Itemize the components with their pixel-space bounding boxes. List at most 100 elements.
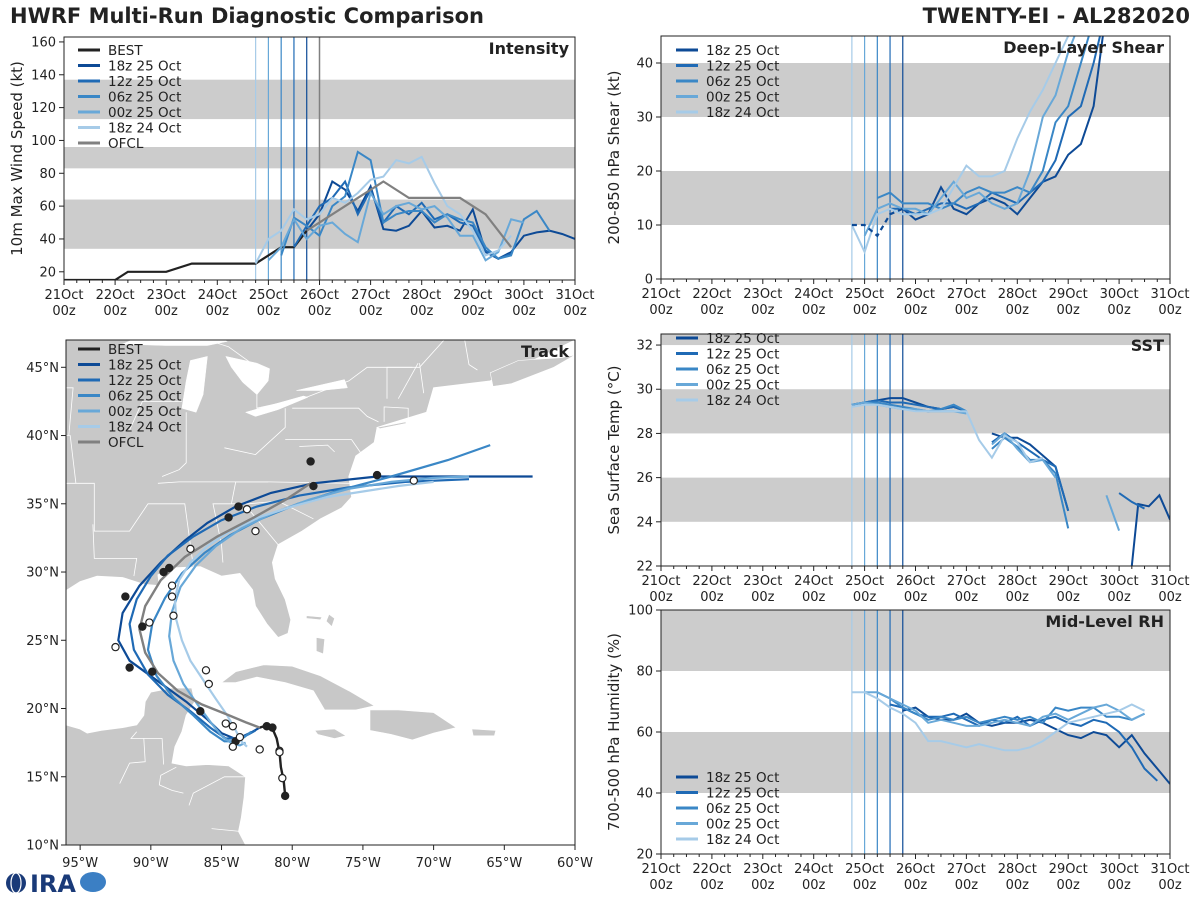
x-tick-label: 23Oct	[743, 574, 782, 589]
x-tick-label: 00z	[1158, 590, 1182, 605]
legend-label: 00z 25 Oct	[706, 817, 779, 833]
y-tick-label: 40	[636, 57, 653, 72]
legend-label: 06z 25 Oct	[108, 90, 181, 106]
y-tick-label: 22	[636, 560, 653, 575]
x-tick-label: 23Oct	[743, 287, 782, 302]
series-group	[851, 397, 1170, 566]
legend-label: 12z 25 Oct	[706, 786, 779, 802]
intensity-panel: 2040608010012014016021Oct00z22Oct00z23Oc…	[8, 35, 595, 319]
y-tick-label: 100	[628, 604, 653, 619]
x-tick-label: 00z	[955, 878, 979, 893]
political-border	[92, 524, 138, 577]
y-axis-label: 200-850 hPa Shear (kt)	[605, 71, 623, 245]
cira-logo: IRA	[6, 870, 106, 898]
x-tick-label: 31Oct	[555, 288, 594, 303]
x-tick-label: 24Oct	[794, 574, 833, 589]
series-line-12z-25-oct	[890, 36, 1102, 216]
x-tick-label: 25Oct	[249, 288, 288, 303]
x-tick-label: 25Oct	[845, 862, 884, 877]
y-tick-label: 160	[31, 35, 56, 50]
panel-title: Intensity	[489, 39, 570, 58]
lon-tick-label: 80°W	[274, 856, 310, 871]
x-tick-label: 00z	[853, 878, 877, 893]
political-border	[188, 776, 246, 806]
x-tick-label: 00z	[155, 304, 179, 319]
x-tick-label: 00z	[853, 303, 877, 318]
x-tick-label: 00z	[904, 878, 928, 893]
x-tick-label: 00z	[359, 304, 383, 319]
x-tick-label: 22Oct	[692, 862, 731, 877]
x-tick-label: 00z	[955, 590, 979, 605]
track-position-marker	[111, 642, 120, 652]
series-line-06z-25-oct	[876, 36, 1090, 210]
track-panel: 95°W 90°W 85°W 80°W 75°W 70°W 65°W 60°W 10°N 15°N…	[26, 339, 593, 871]
x-tick-label: 30Oct	[504, 288, 543, 303]
series-group	[851, 691, 1170, 785]
track-position-marker	[196, 707, 205, 716]
x-tick-label: 00z	[461, 304, 485, 319]
lake	[181, 356, 208, 413]
x-tick-label: 31Oct	[1150, 574, 1189, 589]
series-line-18z-24-oct	[851, 403, 1044, 464]
plot-background	[661, 334, 1170, 566]
x-tick-label: 00z	[1158, 878, 1182, 893]
track-position-marker	[278, 773, 287, 783]
track-position-marker	[224, 513, 233, 522]
track-position-marker	[204, 679, 214, 689]
track-position-marker	[121, 592, 130, 601]
track-position-marker	[228, 742, 238, 751]
legend-label: 00z 25 Oct	[108, 404, 181, 420]
x-tick-label: 00z	[904, 303, 928, 318]
track-position-marker	[262, 722, 271, 731]
shear-panel: 01020304021Oct00z22Oct00z23Oct00z24Oct00…	[605, 35, 1190, 318]
x-tick-label: 00z	[700, 590, 724, 605]
x-tick-label: 24Oct	[198, 288, 237, 303]
x-tick-label: 28Oct	[998, 574, 1037, 589]
x-tick-label: 00z	[1006, 590, 1030, 605]
lon-tick-label: 60°W	[557, 856, 593, 871]
x-tick-label: 27Oct	[947, 287, 986, 302]
x-tick-label: 27Oct	[947, 862, 986, 877]
y-tick-label: 20	[636, 165, 653, 180]
track-position-marker	[169, 611, 178, 620]
x-tick-label: 00z	[853, 590, 877, 605]
political-border	[292, 407, 379, 423]
legend-label: 00z 25 Oct	[706, 90, 779, 106]
x-tick-label: 30Oct	[1100, 574, 1139, 589]
track-position-marker	[159, 567, 168, 577]
legend-label: 06z 25 Oct	[108, 389, 181, 405]
lon-tick-label: 70°W	[416, 856, 452, 871]
x-tick-label: 24Oct	[794, 862, 833, 877]
x-tick-label: 21Oct	[641, 574, 680, 589]
legend-label: 00z 25 Oct	[108, 105, 181, 121]
legend-label: 12z 25 Oct	[706, 347, 779, 363]
series-line-12z-25-oct	[889, 703, 1158, 782]
track-position-marker	[409, 476, 419, 485]
track-position-marker	[251, 526, 260, 536]
series-line-best	[851, 207, 904, 238]
y-tick-label: 140	[31, 68, 56, 83]
lat-tick-label: 45°N	[26, 361, 59, 376]
x-tick-label: 00z	[1107, 303, 1131, 318]
political-border	[66, 387, 74, 436]
sst-panel: 22242628303221Oct00z22Oct00z23Oct00z24Oc…	[605, 331, 1190, 605]
chart-title-left: HWRF Multi-Run Diagnostic Comparison	[10, 4, 485, 28]
x-tick-label: 29Oct	[1049, 287, 1088, 302]
x-tick-label: 00z	[700, 878, 724, 893]
x-tick-label: 21Oct	[44, 288, 83, 303]
political-border	[66, 482, 194, 567]
shaded-band	[661, 477, 1170, 522]
x-tick-label: 28Oct	[998, 862, 1037, 877]
x-tick-label: 00z	[103, 304, 127, 319]
legend-label: 06z 25 Oct	[706, 362, 779, 378]
track-position-marker	[234, 502, 243, 511]
x-tick-label: 27Oct	[351, 288, 390, 303]
series-line-00z-25-oct	[267, 190, 525, 262]
y-tick-label: 32	[636, 339, 653, 354]
track-position-marker	[186, 544, 195, 554]
legend-label: 18z 25 Oct	[706, 770, 779, 786]
y-tick-label: 24	[636, 515, 653, 530]
x-tick-label: 00z	[308, 304, 332, 319]
y-tick-label: 0	[645, 273, 653, 288]
x-tick-label: 25Oct	[845, 287, 884, 302]
